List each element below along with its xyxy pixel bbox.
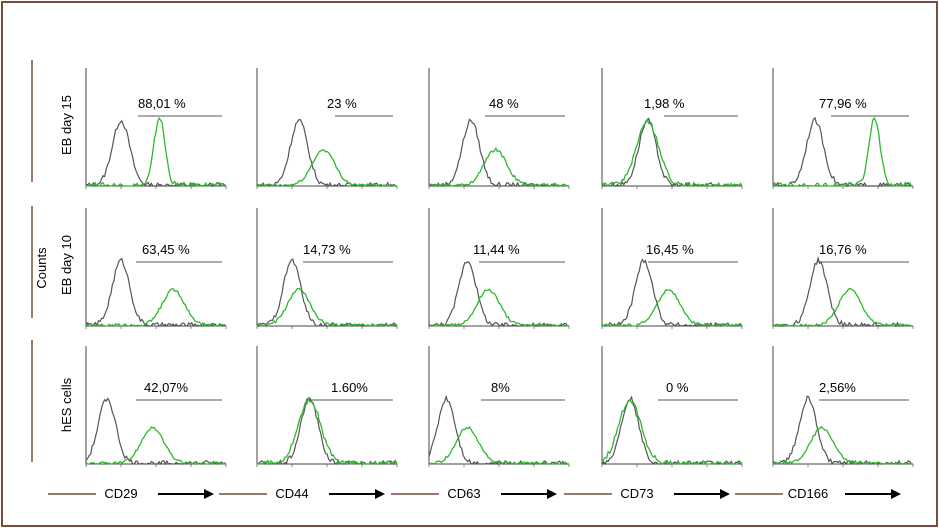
histogram-panel: 77,96 %: [772, 68, 914, 189]
histogram-panel: 42,07%: [85, 346, 227, 467]
marker-label: CD166: [788, 486, 828, 501]
control-histogram-curve: [601, 117, 743, 187]
arrow-head-icon: [720, 489, 730, 499]
histogram-panel: 23 %: [256, 68, 398, 189]
histogram-panel: 11,44 %: [428, 208, 570, 329]
gate-percentage-label: 1.60%: [331, 380, 368, 395]
gate-percentage-label: 14,73 %: [303, 242, 351, 257]
gate-percentage-label: 48 %: [489, 96, 519, 111]
gate-percentage-label: 8%: [491, 380, 510, 395]
gate-percentage-label: 42,07%: [144, 380, 189, 395]
stained-histogram-curve: [256, 287, 398, 327]
gate-percentage-label: 11,44 %: [473, 242, 520, 257]
gate-percentage-label: 1,98 %: [644, 96, 685, 111]
stained-histogram-curve: [601, 117, 743, 188]
arrow-head-icon: [375, 489, 385, 499]
stained-histogram-curve: [428, 146, 570, 187]
arrow-head-icon: [547, 489, 557, 499]
gate-percentage-label: 16,45 %: [646, 242, 694, 257]
marker-label-group: CD29: [48, 486, 214, 501]
marker-label-group: CD44: [219, 486, 385, 501]
stained-histogram-curve: [85, 116, 227, 188]
histogram-panel: 1,98 %: [601, 68, 743, 189]
row-label-eb-day-10: EB day 10: [59, 235, 74, 295]
marker-label: CD73: [620, 486, 653, 501]
gate-percentage-label: 0 %: [666, 380, 689, 395]
histogram-panel: 14,73 %: [256, 208, 398, 329]
arrow-head-icon: [204, 489, 214, 499]
marker-label-group: CD166: [735, 486, 901, 501]
histogram-panel: 2,56%: [772, 346, 914, 467]
stained-histogram-curve: [601, 289, 743, 328]
stained-histogram-curve: [772, 425, 913, 465]
gate-percentage-label: 88,01 %: [138, 96, 186, 111]
histogram-panel: 63,45 %: [85, 208, 227, 329]
gate-percentage-label: 23 %: [327, 96, 357, 111]
gate-percentage-label: 63,45 %: [142, 242, 190, 257]
control-histogram-curve: [601, 258, 743, 328]
histogram-panel: 48 %: [428, 68, 570, 189]
marker-label-group: CD63: [391, 486, 557, 501]
marker-label: CD29: [104, 486, 137, 501]
marker-axis-labels: CD29 CD44 CD63 CD73 CD166: [48, 486, 901, 501]
counts-label: Counts: [34, 247, 49, 289]
control-histogram-curve: [428, 394, 569, 466]
gate-percentage-label: 16,76 %: [819, 242, 867, 257]
histogram-panel: 16,76 %: [772, 208, 914, 329]
histogram-panels: 88,01 % 23 % 48 % 1,98 % 77,96 % 63,45 % 14,73…: [85, 68, 914, 467]
histogram-panel: 1.60%: [256, 346, 398, 467]
histogram-panel: 8%: [428, 346, 570, 467]
marker-label: CD44: [275, 486, 308, 501]
stained-histogram-curve: [772, 288, 913, 327]
marker-label-group: CD73: [564, 486, 730, 501]
control-histogram-curve: [85, 397, 227, 466]
row-label-hes-cells: hES cells: [59, 377, 74, 432]
control-histogram-curve: [428, 118, 570, 188]
stained-histogram-curve: [256, 149, 397, 187]
stained-histogram-curve: [772, 116, 913, 187]
control-histogram-curve: [85, 257, 227, 328]
row-label-eb-day-15: EB day 15: [59, 95, 74, 155]
control-histogram-curve: [256, 118, 397, 188]
gate-percentage-label: 77,96 %: [819, 96, 867, 111]
control-histogram-curve: [256, 258, 397, 328]
stained-histogram-curve: [85, 426, 227, 465]
histogram-panel: 16,45 %: [601, 208, 743, 329]
stained-histogram-curve: [85, 288, 227, 327]
arrow-head-icon: [891, 489, 901, 499]
stained-histogram-curve: [601, 399, 743, 466]
histogram-panel: 88,01 %: [85, 68, 227, 189]
gate-percentage-label: 2,56%: [819, 380, 856, 395]
histogram-panel: 0 %: [601, 346, 743, 467]
marker-label: CD63: [447, 486, 480, 501]
stained-histogram-curve: [429, 288, 570, 328]
stained-histogram-curve: [428, 425, 570, 465]
control-histogram-curve: [772, 255, 913, 328]
stained-histogram-curve: [256, 396, 398, 466]
